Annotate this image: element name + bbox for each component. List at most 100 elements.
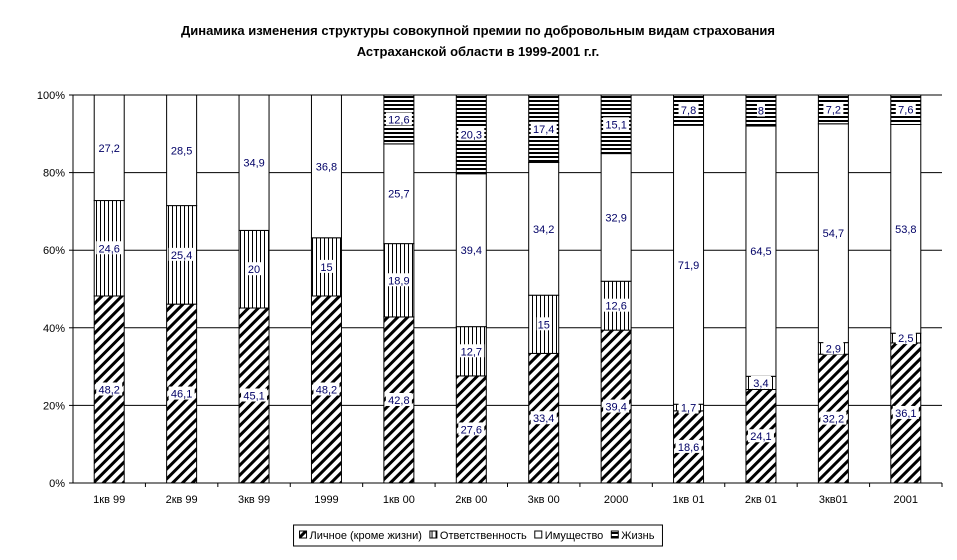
data-label-bg xyxy=(96,241,123,255)
y-tick-label: 40% xyxy=(43,323,65,335)
data-label: 12,6 xyxy=(605,301,626,313)
legend-swatch xyxy=(534,530,543,539)
data-label-bg xyxy=(603,117,630,131)
data-label-bg xyxy=(892,405,919,419)
data-label-bg xyxy=(603,298,630,312)
data-label: 36,1 xyxy=(895,408,916,420)
data-label-bg xyxy=(241,388,268,402)
data-label-bg xyxy=(892,221,919,235)
data-label-bg xyxy=(675,257,702,271)
data-label-bg xyxy=(747,429,774,443)
data-label: 64,5 xyxy=(750,246,771,258)
x-tick-label: 1кв 01 xyxy=(673,494,705,506)
data-label: 28,5 xyxy=(171,145,192,157)
data-label: 25,4 xyxy=(171,250,192,262)
legend-swatch xyxy=(299,530,308,539)
data-label-bg xyxy=(168,143,195,157)
data-label: 24,1 xyxy=(750,431,771,443)
data-label-bg xyxy=(536,317,551,331)
data-label: 42,8 xyxy=(388,395,409,407)
data-label: 34,2 xyxy=(533,224,554,236)
data-label: 71,9 xyxy=(678,260,699,272)
data-label-bg xyxy=(168,247,195,261)
y-tick-label: 80% xyxy=(43,168,65,180)
data-label-bg xyxy=(756,103,765,117)
data-label: 27,2 xyxy=(98,143,119,155)
data-label: 12,6 xyxy=(388,114,409,126)
x-tick-label: 2000 xyxy=(604,494,628,506)
data-label-bg xyxy=(247,262,262,276)
legend-label: Ответственность xyxy=(440,530,527,542)
chart-title: Динамика изменения структуры совокупной … xyxy=(181,23,775,38)
data-label-bg xyxy=(750,375,771,389)
data-label: 15 xyxy=(538,319,550,331)
data-label-bg xyxy=(603,210,630,224)
data-label-bg xyxy=(823,102,844,116)
x-tick-label: 3кв 99 xyxy=(238,494,270,506)
data-label: 36,8 xyxy=(316,161,337,173)
data-label-bg xyxy=(678,103,699,117)
x-tick-label: 3кв 00 xyxy=(528,494,560,506)
x-tick-label: 1кв 00 xyxy=(383,494,415,506)
data-label: 3,4 xyxy=(753,378,768,390)
data-label-bg xyxy=(96,382,123,396)
legend-box xyxy=(293,524,663,547)
x-tick-label: 2кв 99 xyxy=(166,494,198,506)
data-label-bg xyxy=(530,411,557,425)
data-label: 7,8 xyxy=(681,105,696,117)
data-label-bg xyxy=(820,226,847,240)
data-label: 39,4 xyxy=(605,402,626,414)
data-label: 17,4 xyxy=(533,124,554,136)
legend-swatch xyxy=(610,530,619,539)
data-label: 33,4 xyxy=(533,413,554,425)
y-tick-label: 0% xyxy=(49,478,65,490)
data-label: 48,2 xyxy=(98,384,119,396)
data-label: 39,4 xyxy=(461,245,482,257)
data-label: 8 xyxy=(758,106,764,118)
data-label: 15 xyxy=(320,262,332,274)
data-label-bg xyxy=(458,422,485,436)
data-label: 7,2 xyxy=(826,104,841,116)
legend-label: Имущество xyxy=(545,530,604,542)
data-label-bg xyxy=(385,112,412,126)
data-label-bg xyxy=(823,341,844,355)
x-tick-label: 2кв 00 xyxy=(455,494,487,506)
data-label: 48,2 xyxy=(316,384,337,396)
data-label: 25,7 xyxy=(388,189,409,201)
legend-swatch xyxy=(429,530,438,539)
x-tick-label: 2001 xyxy=(894,494,918,506)
data-label-bg xyxy=(168,386,195,400)
data-label-bg xyxy=(747,244,774,258)
data-label: 24,6 xyxy=(98,243,119,255)
data-label-bg xyxy=(675,439,702,453)
data-label: 20,3 xyxy=(461,129,482,141)
data-label-bg xyxy=(458,344,485,358)
data-label: 32,2 xyxy=(823,414,844,426)
data-label-bg xyxy=(313,159,340,173)
data-label-bg xyxy=(458,127,485,141)
data-label: 2,9 xyxy=(826,343,841,355)
data-label: 12,7 xyxy=(461,346,482,358)
data-label: 45,1 xyxy=(243,391,264,403)
y-tick-label: 100% xyxy=(37,90,65,102)
data-label-bg xyxy=(895,331,916,345)
legend-label: Жизнь xyxy=(621,530,654,542)
data-label: 46,1 xyxy=(171,389,192,401)
data-label-bg xyxy=(385,273,412,287)
data-label-bg xyxy=(820,411,847,425)
x-tick-label: 3кв01 xyxy=(819,494,848,506)
data-label: 18,9 xyxy=(388,275,409,287)
data-label: 2,5 xyxy=(898,333,913,345)
y-tick-label: 60% xyxy=(43,245,65,257)
data-label: 27,6 xyxy=(461,424,482,436)
legend-label: Личное (кроме жизни) xyxy=(310,530,422,542)
x-tick-label: 1999 xyxy=(314,494,338,506)
data-label-bg xyxy=(458,243,485,257)
data-label-bg xyxy=(241,155,268,169)
x-tick-label: 1кв 99 xyxy=(93,494,125,506)
data-label-bg xyxy=(678,400,699,414)
data-label-bg xyxy=(96,140,123,154)
data-label: 54,7 xyxy=(823,228,844,240)
data-label-bg xyxy=(603,399,630,413)
